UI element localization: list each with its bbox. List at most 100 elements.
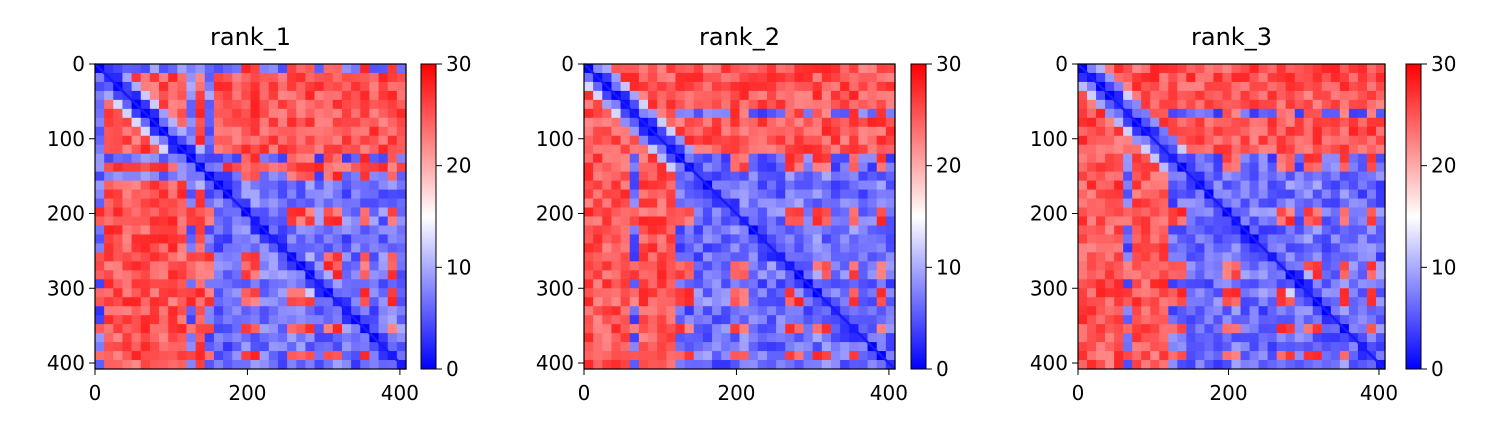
heatmap-cell xyxy=(1357,153,1368,164)
heatmap-cell xyxy=(776,64,786,74)
heatmap-cell xyxy=(675,108,686,119)
heatmap-cell xyxy=(821,99,832,110)
heatmap-cell xyxy=(757,108,768,119)
heatmap-cell xyxy=(830,126,841,137)
heatmap-cell xyxy=(776,270,786,280)
heatmap-cell xyxy=(378,189,389,200)
heatmap-cell xyxy=(1159,252,1169,262)
heatmap-cell xyxy=(1195,315,1206,325)
heatmap-cell xyxy=(794,117,805,128)
heatmap-cell xyxy=(1276,117,1287,128)
heatmap-cell xyxy=(1321,117,1332,128)
heatmap-cell xyxy=(593,351,603,361)
heatmap-cell xyxy=(693,144,704,155)
heatmap-cell xyxy=(168,90,178,101)
heatmap-cell xyxy=(1375,81,1386,92)
heatmap-cell xyxy=(776,153,786,164)
heatmap-cell xyxy=(638,207,649,218)
colorbar-tick-label: 30 xyxy=(936,52,961,76)
heatmap-cell xyxy=(159,99,169,110)
heatmap-cell xyxy=(360,171,371,182)
heatmap-cell xyxy=(387,324,398,334)
heatmap-cell xyxy=(305,306,316,316)
heatmap-cell xyxy=(702,306,713,316)
heatmap-cell xyxy=(204,189,215,200)
heatmap-cell xyxy=(168,288,178,298)
heatmap-cell xyxy=(159,216,169,227)
heatmap-cell xyxy=(648,270,658,280)
heatmap-cell xyxy=(1348,135,1359,146)
heatmap-cell xyxy=(268,351,279,361)
heatmap-cell xyxy=(803,297,814,307)
heatmap-cell xyxy=(195,306,206,316)
heatmap-cell xyxy=(1357,90,1368,101)
heatmap-cell xyxy=(858,162,869,173)
heatmap-cell xyxy=(1339,135,1350,146)
heatmap-cell xyxy=(1132,270,1142,280)
heatmap-cell xyxy=(1213,234,1224,245)
heatmap-cell xyxy=(1258,342,1269,352)
heatmap-cell xyxy=(277,153,288,164)
heatmap-cell xyxy=(140,324,151,334)
heatmap-cell xyxy=(602,315,613,325)
heatmap-cell xyxy=(213,288,224,298)
heatmap-cell xyxy=(1330,162,1341,173)
heatmap-cell xyxy=(378,306,389,316)
heatmap-cell xyxy=(277,81,288,92)
heatmap-cell xyxy=(730,234,741,245)
heatmap-cell xyxy=(766,171,777,182)
heatmap-cell xyxy=(232,171,242,182)
heatmap-cell xyxy=(794,81,805,92)
heatmap-cell xyxy=(766,99,777,110)
heatmap-cell xyxy=(1132,81,1142,92)
heatmap-cell xyxy=(611,153,622,164)
heatmap-cell xyxy=(1276,333,1287,343)
heatmap-cell xyxy=(223,243,233,253)
heatmap-cell xyxy=(1330,99,1341,110)
heatmap-cell xyxy=(730,351,741,361)
heatmap-cell xyxy=(1132,279,1142,289)
heatmap-cell xyxy=(323,144,334,155)
heatmap-cell xyxy=(1330,306,1341,316)
heatmap-cell xyxy=(204,135,215,146)
heatmap-cell xyxy=(268,360,279,370)
heatmap-cell xyxy=(250,135,261,146)
y-tick-label: 0 xyxy=(72,52,85,76)
heatmap-cell xyxy=(849,171,860,182)
heatmap-cell xyxy=(122,315,133,325)
heatmap-cell xyxy=(821,225,832,236)
heatmap-cell xyxy=(250,90,261,101)
heatmap-cell xyxy=(840,279,850,289)
heatmap-cell xyxy=(638,288,649,298)
heatmap-cell xyxy=(629,351,640,361)
heatmap-cell xyxy=(1348,342,1359,352)
heatmap-cell xyxy=(876,198,887,209)
heatmap-cell xyxy=(378,243,389,253)
heatmap-cell xyxy=(666,333,677,343)
heatmap-cell xyxy=(1150,315,1160,325)
heatmap-cell xyxy=(1249,126,1260,137)
heatmap-cell xyxy=(794,324,805,334)
heatmap-cell xyxy=(268,117,279,128)
heatmap-cell xyxy=(1222,180,1233,191)
heatmap-cell xyxy=(1150,117,1160,128)
heatmap-cell xyxy=(223,315,233,325)
heatmap-cell xyxy=(1195,108,1206,119)
heatmap-cell xyxy=(730,162,741,173)
heatmap-cell xyxy=(702,90,713,101)
heatmap-cell xyxy=(268,315,279,325)
heatmap-cell xyxy=(149,126,160,137)
heatmap-cell xyxy=(1285,135,1296,146)
heatmap-cell xyxy=(305,90,316,101)
heatmap-cell xyxy=(287,225,297,236)
heatmap-cell xyxy=(657,198,667,209)
heatmap-cell xyxy=(1231,261,1242,271)
heatmap-cell xyxy=(1339,189,1350,200)
heatmap-cell xyxy=(1366,81,1377,92)
heatmap-cell xyxy=(812,64,823,74)
heatmap-cell xyxy=(396,90,407,101)
heatmap-cell xyxy=(1159,315,1169,325)
heatmap-cell xyxy=(1123,288,1133,298)
heatmap-cell xyxy=(1285,99,1296,110)
